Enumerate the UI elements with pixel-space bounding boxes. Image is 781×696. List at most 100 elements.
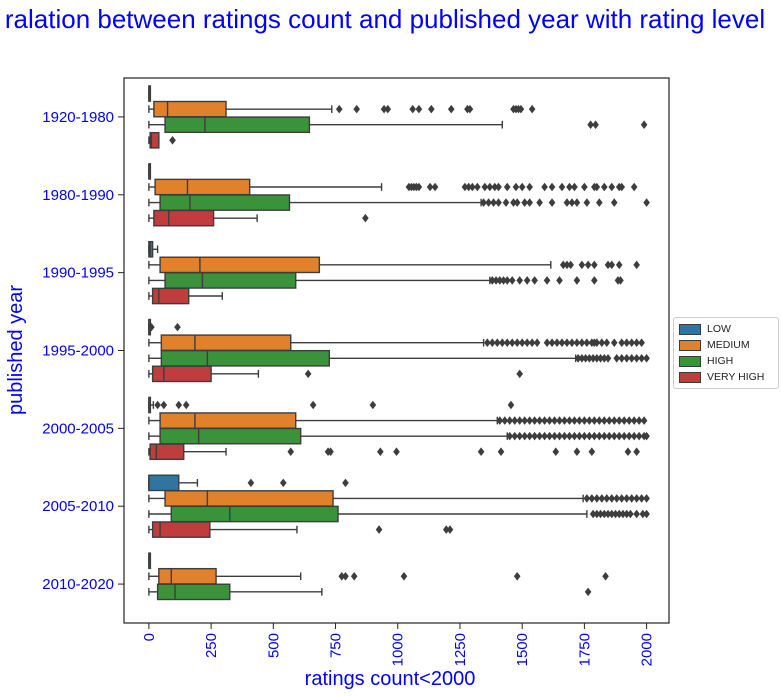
outlier-point xyxy=(518,338,526,348)
legend-item: MEDIUM xyxy=(674,337,778,353)
outlier-point xyxy=(548,338,556,348)
outlier-point xyxy=(593,509,601,519)
box-medium-1990-1995 xyxy=(148,256,640,274)
outlier-point xyxy=(593,338,601,348)
box-low-1995-2000 xyxy=(148,318,181,336)
outlier-point xyxy=(551,431,558,441)
outlier-point xyxy=(175,400,183,410)
box-iqr xyxy=(164,272,297,289)
outlier-point xyxy=(513,338,521,348)
outlier-point xyxy=(591,260,598,270)
x-tick-label: 1250 xyxy=(452,633,469,666)
outlier-point xyxy=(568,338,576,348)
outlier-point xyxy=(578,353,586,363)
box-medium-2005-2010 xyxy=(148,490,650,507)
box-medium-1995-2000 xyxy=(148,334,645,352)
plot-area xyxy=(148,85,650,601)
outlier-point xyxy=(600,353,608,363)
outlier-point xyxy=(526,198,533,207)
outlier-point xyxy=(521,416,528,425)
outlier-point xyxy=(513,198,521,207)
outlier-point xyxy=(638,338,645,348)
outlier-point xyxy=(596,431,603,441)
outlier-point xyxy=(643,431,650,441)
outlier-point xyxy=(618,353,626,363)
box-iqr xyxy=(159,412,297,429)
outlier-point xyxy=(480,198,487,207)
outlier-point xyxy=(174,322,181,332)
outlier-point xyxy=(536,198,543,207)
axes: 0 250 500 750 1000 1250 1500 1750 2000 1920-1980 1… xyxy=(42,77,670,666)
box-iqr xyxy=(160,334,292,352)
x-tick-label: 750 xyxy=(328,633,345,658)
legend: LOW MEDIUM HIGH VERY HIGH xyxy=(673,317,779,389)
outlier-point xyxy=(279,478,287,488)
outlier-point xyxy=(597,509,604,519)
outlier-point xyxy=(541,182,548,192)
outlier-point xyxy=(247,478,255,488)
outlier-point xyxy=(287,447,295,457)
box-low-2005-2010 xyxy=(148,474,349,492)
outlier-point xyxy=(474,182,481,192)
outlier-point xyxy=(589,509,597,519)
outlier-point xyxy=(573,338,581,348)
box-high-1990-1995 xyxy=(148,272,624,289)
outlier-point xyxy=(497,447,505,457)
outlier-point xyxy=(604,260,612,270)
box-high-1980-1990 xyxy=(148,194,650,211)
outlier-point xyxy=(567,260,575,270)
outlier-point xyxy=(548,198,556,207)
y-axis-label: published year xyxy=(5,285,27,415)
outlier-point xyxy=(627,509,634,519)
outlier-point xyxy=(574,353,582,363)
outlier-point xyxy=(584,260,592,270)
outlier-point xyxy=(608,494,616,503)
outlier-point xyxy=(541,416,548,425)
outlier-point xyxy=(511,431,519,441)
box-iqr xyxy=(151,521,211,538)
outlier-point xyxy=(633,447,640,457)
box-high-1920-1980 xyxy=(148,116,648,134)
outlier-point xyxy=(426,182,434,192)
outlier-point xyxy=(461,182,469,192)
x-tick-label: 1750 xyxy=(576,633,593,666)
legend-item: LOW xyxy=(674,321,778,337)
outlier-point xyxy=(620,431,628,441)
outlier-point xyxy=(495,182,502,192)
outlier-point xyxy=(643,509,650,519)
outlier-point xyxy=(630,431,638,441)
outlier-point xyxy=(507,400,515,410)
legend-item: VERY HIGH xyxy=(674,369,778,385)
outlier-point xyxy=(556,416,563,425)
chart-title: ralation between ratings count and publi… xyxy=(4,4,766,34)
outlier-point xyxy=(586,353,593,363)
outlier-point xyxy=(160,400,168,410)
outlier-point xyxy=(500,276,507,285)
outlier-point xyxy=(338,571,346,581)
outlier-point xyxy=(576,431,583,441)
box-iqr xyxy=(160,349,331,367)
outlier-point xyxy=(531,416,538,425)
outlier-point xyxy=(342,478,349,488)
y-tick-label: 2005-2010 xyxy=(42,498,114,515)
legend-label: VERY HIGH xyxy=(707,371,765,383)
outlier-point xyxy=(613,494,621,503)
outlier-point xyxy=(377,447,384,457)
outlier-point xyxy=(583,338,591,348)
outlier-point xyxy=(610,338,618,348)
outlier-point xyxy=(605,431,613,441)
outlier-point xyxy=(466,104,474,114)
y-tick-label: 2010-2020 xyxy=(42,576,114,593)
outlier-point xyxy=(523,338,531,348)
x-tick-label: 2000 xyxy=(639,633,656,666)
outlier-point xyxy=(623,338,630,348)
box-very-high-1995-2000 xyxy=(148,365,523,383)
outlier-point xyxy=(442,525,450,534)
box-low-2010-2020 xyxy=(148,552,152,570)
outlier-point xyxy=(643,494,650,503)
outlier-point xyxy=(628,353,635,363)
box-iqr xyxy=(158,567,217,585)
outlier-point xyxy=(501,416,509,425)
outlier-point xyxy=(571,416,578,425)
outlier-point xyxy=(528,338,536,348)
